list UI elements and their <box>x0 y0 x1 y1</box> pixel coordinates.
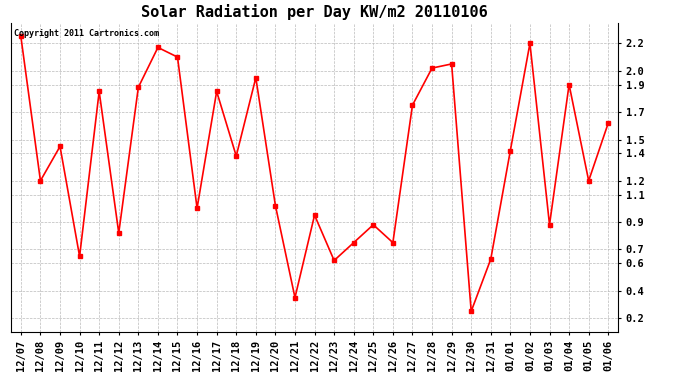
Text: Copyright 2011 Cartronics.com: Copyright 2011 Cartronics.com <box>14 29 159 38</box>
Title: Solar Radiation per Day KW/m2 20110106: Solar Radiation per Day KW/m2 20110106 <box>141 4 488 20</box>
